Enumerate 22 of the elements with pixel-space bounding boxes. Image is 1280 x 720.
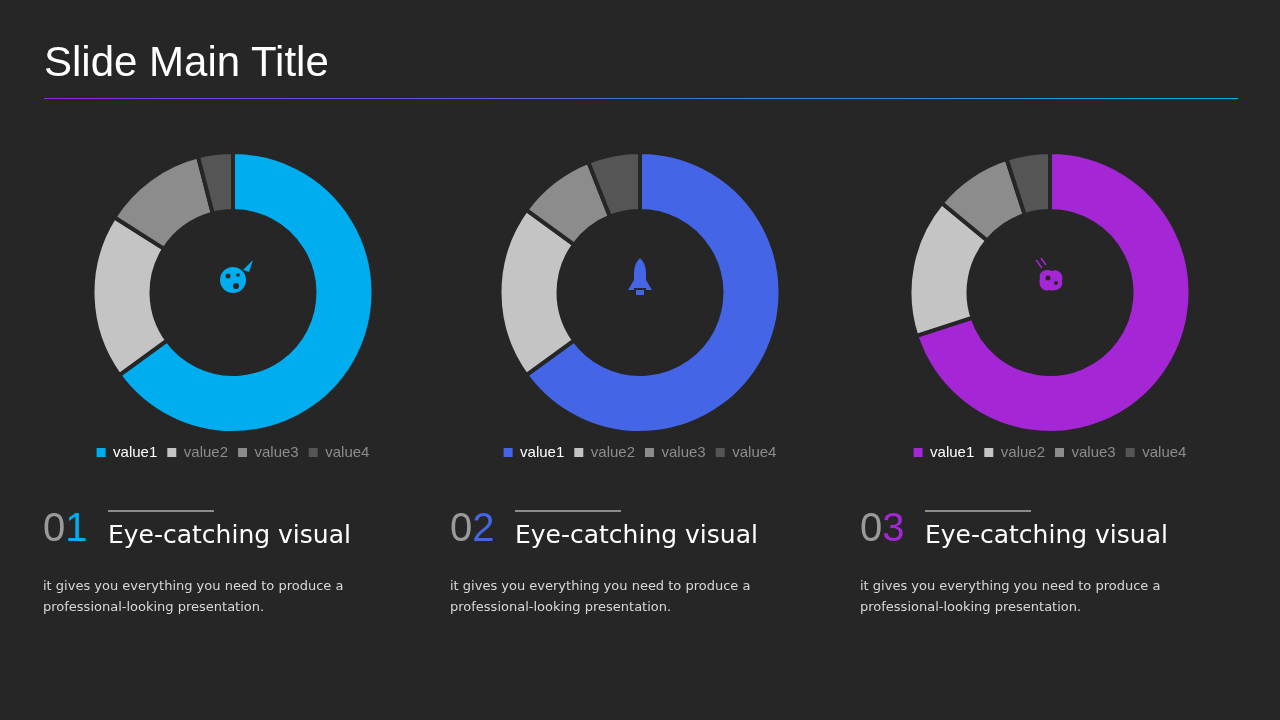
legend-label: value1 — [930, 442, 975, 460]
text: Eye-catching visual — [108, 520, 351, 549]
legend-label: value1 — [520, 442, 565, 460]
legend-label: value3 — [1071, 442, 1116, 460]
text: 03 — [860, 505, 905, 550]
text: 02 — [450, 505, 495, 550]
legend-label: value2 — [183, 442, 228, 460]
legend-label: value2 — [590, 442, 635, 460]
text: Eye-catching visual — [925, 520, 1168, 549]
legend-label: value4 — [732, 442, 777, 460]
text: it gives you everything you need to produce a professional-looking presentation. — [450, 577, 752, 616]
legend-label: value3 — [254, 442, 299, 460]
legend-label: value4 — [325, 442, 370, 460]
legend-label: value3 — [661, 442, 706, 460]
text: 01 — [43, 505, 88, 550]
legend-label: value1 — [113, 442, 158, 460]
text: Slide Main Title — [44, 38, 330, 86]
legend-label: value2 — [1000, 442, 1045, 460]
text: it gives you everything you need to produce a professional-looking presentation. — [43, 577, 345, 616]
legend-label: value4 — [1142, 442, 1187, 460]
text: Eye-catching visual — [515, 520, 758, 549]
text: it gives you everything you need to produce a professional-looking presentation. — [860, 577, 1162, 616]
